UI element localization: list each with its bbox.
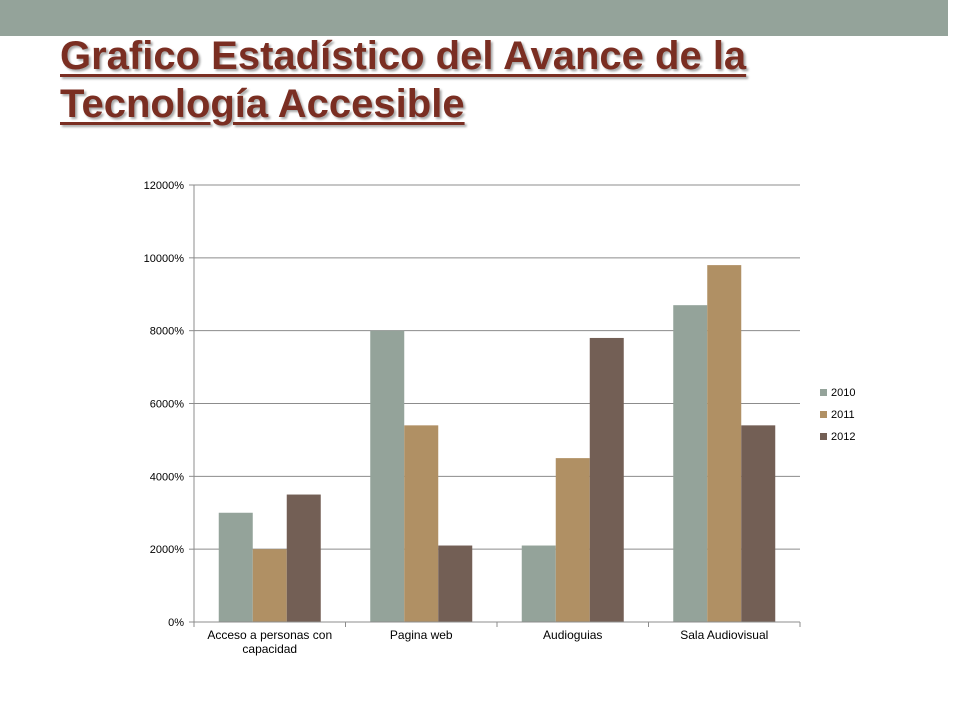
x-tick-label-line: Acceso a personas con	[207, 628, 332, 642]
legend-swatch-2010	[820, 389, 827, 396]
slide-title: Grafico Estadístico del Avance de la Tec…	[60, 32, 900, 128]
legend-swatch-2012	[820, 433, 827, 440]
bar-2012-4	[741, 425, 776, 622]
y-tick-label: 12000%	[144, 180, 185, 192]
legend-label-2010: 2010	[831, 387, 855, 399]
legend-label-2011: 2011	[831, 409, 855, 421]
x-tick-label: Sala Audiovisual	[680, 628, 768, 642]
y-tick-label: 2000%	[150, 544, 184, 556]
x-tick-label: Pagina web	[390, 628, 453, 642]
bar-2012-3	[589, 337, 624, 622]
y-tick-label: 6000%	[150, 399, 184, 411]
legend-label-2012: 2012	[831, 431, 855, 443]
bar-2010-2	[370, 330, 405, 622]
y-tick-label: 8000%	[150, 326, 184, 338]
x-tick-label-line: Audioguias	[543, 628, 602, 642]
y-tick-label: 0%	[168, 617, 184, 629]
title-line-1: Grafico Estadístico del Avance de la	[60, 34, 747, 78]
legend: 2010 2011 2012	[820, 387, 855, 443]
top-accent-bar	[0, 0, 948, 36]
x-tick-label: Acceso a personas con capacidad	[207, 628, 332, 656]
bar-2012-2	[438, 545, 473, 622]
bar-2010-3	[521, 545, 556, 622]
x-tick-label-line: capacidad	[242, 642, 297, 656]
x-tick-label-line: Sala Audiovisual	[680, 628, 768, 642]
bar-2010-4	[673, 305, 708, 622]
bar-2011-4	[707, 265, 742, 622]
bar-2012-1	[286, 494, 321, 622]
bar-2010-1	[218, 512, 253, 622]
legend-swatch-2011	[820, 411, 827, 418]
bar-2011-1	[252, 549, 287, 622]
x-tick-label: Audioguias	[543, 628, 602, 642]
bar-2011-2	[404, 425, 439, 622]
title-line-2: Tecnología Accesible	[60, 82, 465, 126]
x-tick-label-line: Pagina web	[390, 628, 453, 642]
bar-layer	[218, 265, 776, 622]
axis-layer: 0% 2000% 4000% 6000% 8000% 10000% 12000% Acceso…	[144, 180, 801, 656]
bar-2011-3	[555, 458, 590, 622]
y-tick-label: 4000%	[150, 471, 184, 483]
y-tick-label: 10000%	[144, 253, 185, 265]
